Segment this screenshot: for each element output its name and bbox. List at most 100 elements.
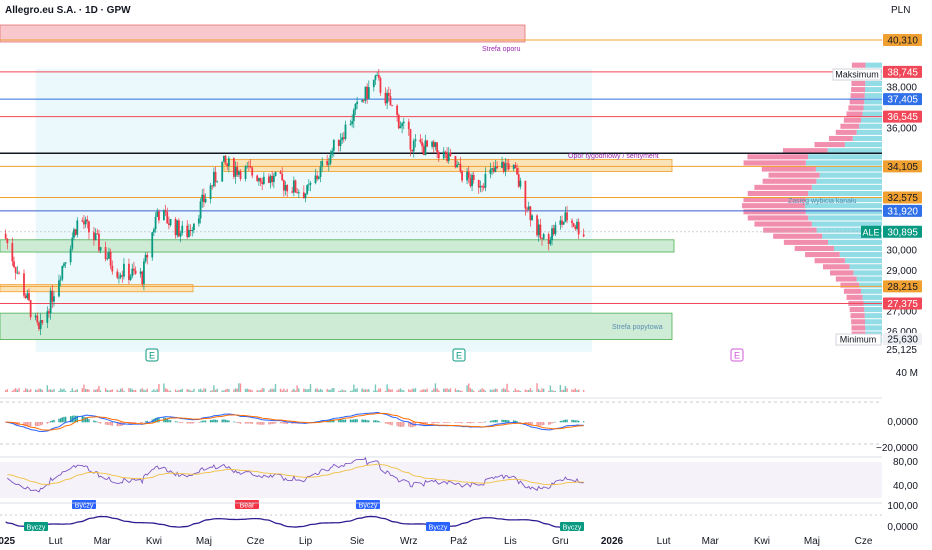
volume-bar (4, 390, 7, 392)
volume-bar (431, 390, 433, 392)
macd-histogram-bar (566, 419, 568, 423)
time-tick: Cze (247, 536, 265, 547)
candle-body (454, 155, 457, 168)
volume-bar (331, 388, 333, 392)
volume-bar (143, 389, 145, 392)
macd-histogram-bar (63, 416, 65, 423)
profile-bar (840, 123, 860, 129)
volume-bar (281, 390, 283, 392)
volume-bar (71, 388, 73, 392)
volume-bar (179, 389, 182, 392)
macd-histogram-bar (456, 422, 458, 423)
candle-body (326, 160, 329, 165)
profile-bar (844, 258, 882, 264)
macd-histogram-bar (179, 422, 182, 424)
macd-histogram-bar (191, 422, 193, 424)
profile-bar (761, 166, 816, 172)
macd-histogram-bar (373, 420, 375, 423)
candle-body (411, 149, 414, 152)
candle-body (232, 158, 235, 177)
volume-bar (469, 388, 472, 392)
macd-histogram-bar (189, 422, 192, 424)
candle-body (249, 166, 252, 168)
candle-body (472, 174, 475, 180)
candle-body (46, 311, 49, 323)
profile-bar (830, 270, 854, 276)
price-badge (883, 191, 922, 204)
candle-body (4, 233, 7, 239)
macd-histogram-bar (479, 422, 482, 423)
candle-body (61, 265, 64, 280)
macd-histogram-bar (489, 420, 492, 423)
weekly-zone-label: Opór tygodniowy / sentyment (568, 153, 659, 160)
profile-bar (864, 313, 882, 319)
volume-bar (248, 389, 250, 392)
volume-bar (528, 389, 530, 392)
volume-bar (433, 388, 435, 392)
profile-bar (846, 111, 863, 117)
macd-histogram-bar (38, 422, 40, 427)
volume-bar (436, 388, 438, 392)
volume-bar (76, 389, 78, 392)
macd-histogram-bar (106, 422, 108, 426)
macd-histogram-bar (461, 422, 463, 424)
volume-bar (559, 384, 562, 392)
demand-zone-upper (0, 239, 675, 253)
candle-body (531, 215, 533, 221)
profile-bar (862, 111, 882, 117)
volume-pane (4, 383, 585, 392)
profile-bar (747, 215, 809, 221)
macd-histogram-bar (443, 422, 445, 423)
macd-histogram-bar (554, 421, 557, 423)
macd-histogram-bar (574, 420, 577, 423)
candle-body (362, 100, 365, 102)
macd-histogram-bar (226, 420, 228, 423)
macd-histogram-bar (81, 416, 83, 423)
volume-bar (244, 388, 247, 392)
macd-histogram-bar (233, 421, 235, 423)
volume-bar (549, 385, 552, 392)
profile-bar (816, 178, 882, 184)
signal-badge-label: Byczy (563, 525, 582, 532)
profile-bar (856, 129, 882, 135)
volume-bar (468, 383, 470, 392)
macd-histogram-bar (549, 422, 552, 425)
candle-body (536, 215, 538, 236)
candle-body (151, 232, 154, 258)
candle-body (482, 186, 485, 188)
candle-body (506, 163, 508, 165)
candle-body (212, 171, 215, 187)
time-tick: Mar (702, 536, 720, 547)
profile-bar (805, 160, 882, 166)
candle-body (28, 293, 30, 301)
candle-body (48, 311, 50, 314)
volume-bar (459, 390, 462, 392)
price-badge (883, 333, 922, 345)
macd-histogram-bar (471, 422, 473, 423)
profile-bar (811, 221, 882, 227)
macd-histogram-bar (151, 419, 153, 423)
volume-bar (333, 388, 335, 392)
candle-body (286, 185, 289, 192)
volume-bar (283, 388, 285, 392)
volume-bar (293, 388, 295, 392)
candle-body (576, 221, 578, 229)
candle-body (399, 126, 402, 129)
candle-body (192, 223, 195, 231)
profile-bar (827, 148, 882, 154)
macd-histogram-bar (501, 419, 503, 423)
candle-body (236, 166, 239, 175)
candle-body (377, 74, 380, 79)
volume-bar (271, 388, 273, 392)
candle-body (537, 224, 540, 236)
candle-body (456, 164, 458, 168)
price-tick: 36,000 (886, 123, 917, 134)
volume-bar (134, 389, 137, 392)
profile-bar (811, 184, 882, 190)
candle-body (146, 254, 149, 258)
earnings-marker: E (456, 351, 462, 361)
candle-body (11, 243, 14, 262)
candle-body (516, 168, 518, 175)
candle-body (158, 211, 160, 221)
